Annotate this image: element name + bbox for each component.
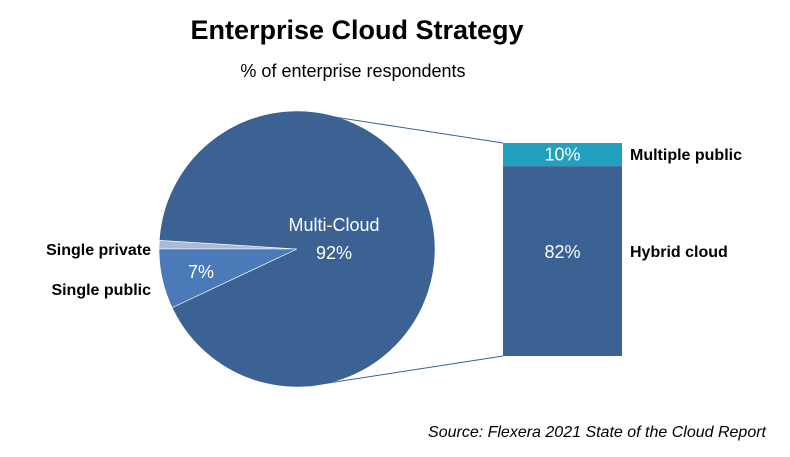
pie-slice [158, 110, 436, 388]
bar-value-label: 10% [544, 144, 580, 164]
slice-label: Single private [46, 242, 151, 259]
bar-segment [503, 166, 622, 356]
bar-segment [503, 143, 622, 167]
connector-line [308, 355, 504, 387]
slice-label: Single public [51, 282, 151, 299]
connector-line [301, 111, 504, 144]
chart-subtitle: % of enterprise respondents [240, 61, 465, 81]
slice-label: Multi-Cloud [288, 215, 379, 235]
slice-value-label: 7% [188, 262, 214, 282]
chart-title: Enterprise Cloud Strategy [190, 15, 523, 45]
bar-category-label: Multiple public [630, 147, 742, 164]
bar-value-label: 82% [544, 242, 580, 262]
bar-category-label: Hybrid cloud [630, 244, 728, 261]
source-note: Source: Flexera 2021 State of the Cloud … [428, 424, 767, 441]
slice-value-label: 92% [316, 243, 352, 263]
